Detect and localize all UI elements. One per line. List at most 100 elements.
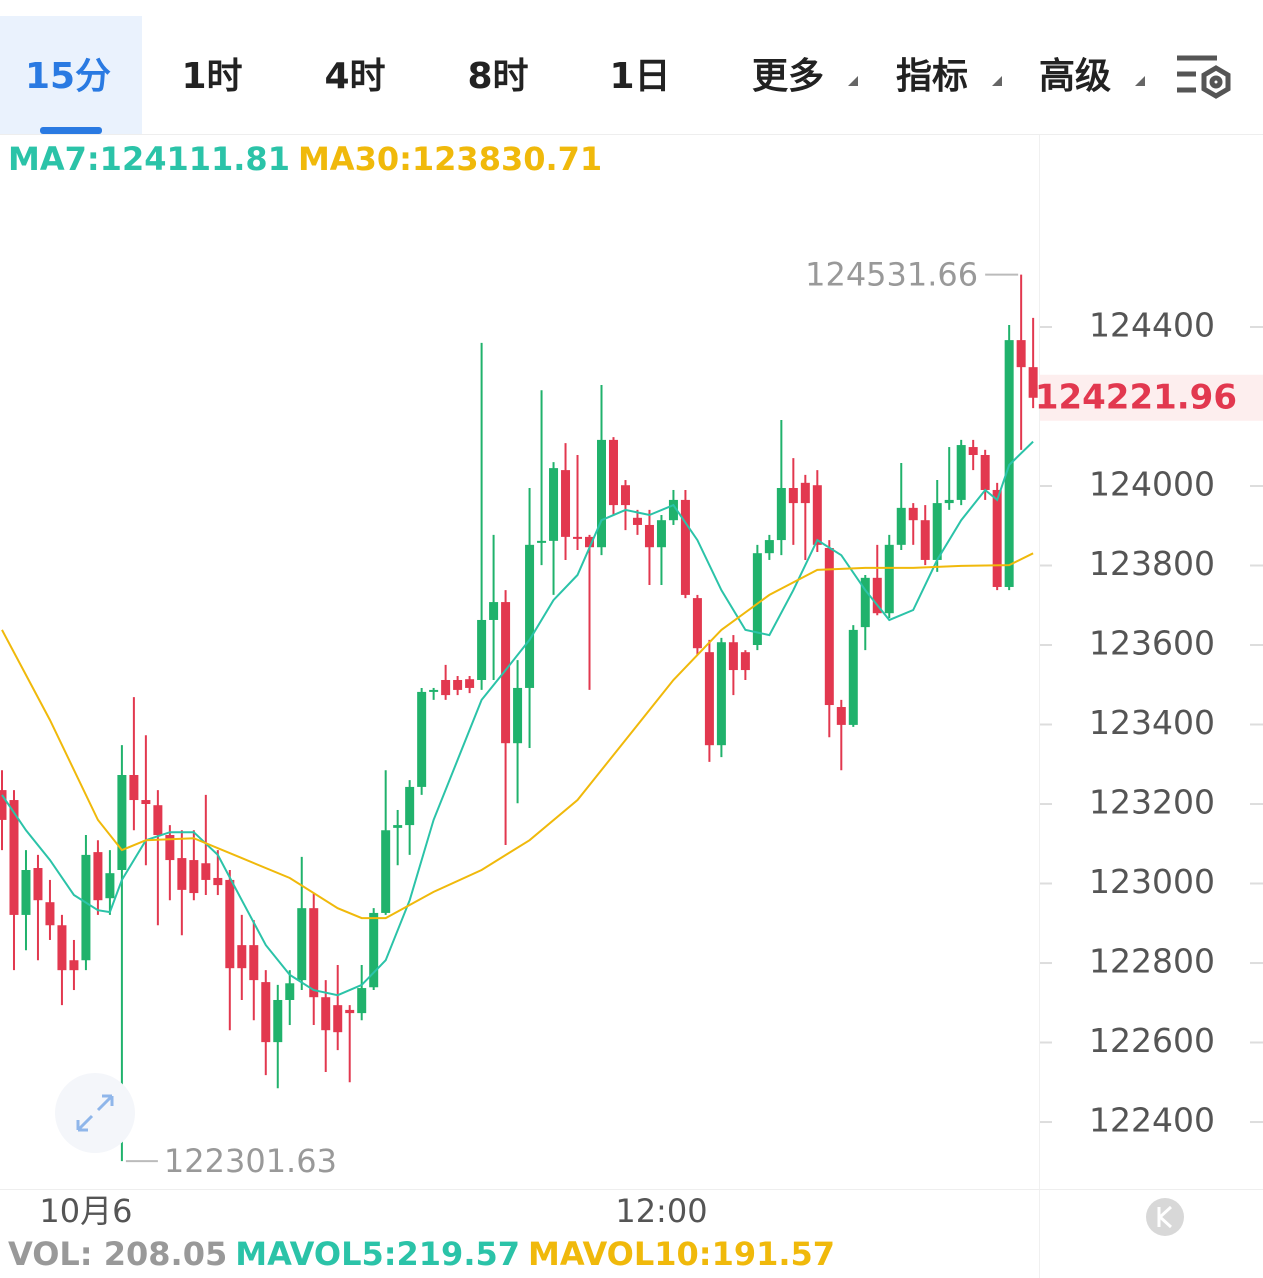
candle-body bbox=[896, 507, 906, 545]
candle-body bbox=[489, 602, 499, 620]
ma-legend-item: MA7:124111.81 bbox=[8, 140, 290, 178]
candle-body bbox=[608, 439, 618, 506]
tab-bar: 15分 1时 4时 8时 1日 更多 指标 高级 bbox=[25, 56, 1145, 97]
candle-body bbox=[381, 830, 391, 913]
candle-body bbox=[261, 982, 271, 1043]
candle-body bbox=[45, 902, 55, 926]
y-tick-label: 123800 bbox=[1089, 544, 1215, 583]
candle-body bbox=[0, 790, 7, 820]
candle-body bbox=[21, 870, 31, 915]
candle-body bbox=[465, 679, 475, 688]
tab[interactable]: 4时 bbox=[324, 56, 385, 97]
settings-icon[interactable] bbox=[1177, 55, 1231, 99]
candle-body bbox=[908, 507, 918, 521]
candle-body bbox=[632, 517, 642, 525]
candle-body bbox=[9, 800, 19, 915]
candle-body bbox=[153, 805, 163, 836]
vol-legend-item: MAVOL10:191.57 bbox=[528, 1235, 835, 1273]
candle-body bbox=[369, 912, 379, 988]
tab[interactable]: 1时 bbox=[181, 56, 242, 97]
candle-body bbox=[668, 499, 678, 521]
candle-body bbox=[165, 835, 175, 861]
low-label: 122301.63 bbox=[164, 1142, 337, 1180]
candle-body bbox=[692, 598, 702, 649]
y-tick-label: 122400 bbox=[1089, 1101, 1215, 1140]
y-tick-label: 122800 bbox=[1089, 942, 1215, 981]
plot: 122400 122600 122800 123000 123200 123400 1236… bbox=[0, 256, 1263, 1230]
candle-body bbox=[177, 858, 187, 890]
selected-tab-bg bbox=[0, 16, 142, 134]
candle-body bbox=[189, 860, 199, 894]
candle-body bbox=[357, 988, 367, 1014]
candle-body bbox=[345, 1009, 355, 1014]
candle-body bbox=[788, 487, 798, 504]
candle-body bbox=[441, 679, 451, 696]
candle-body bbox=[429, 689, 439, 692]
candle-body bbox=[129, 774, 139, 801]
x-tick-label: 10月6 bbox=[39, 1192, 132, 1230]
candle-body bbox=[704, 652, 714, 746]
tab[interactable]: 15分 bbox=[25, 56, 111, 97]
candle-body bbox=[764, 540, 774, 554]
candle-body bbox=[848, 629, 858, 725]
vol-legend-item: VOL: 208.05 bbox=[8, 1235, 227, 1273]
candle-body bbox=[93, 852, 103, 901]
candle-body bbox=[860, 577, 870, 628]
tab[interactable]: 1日 bbox=[609, 56, 670, 97]
candle-body bbox=[561, 470, 571, 537]
candle-body bbox=[69, 960, 79, 971]
candle-body bbox=[537, 540, 547, 543]
candle-body bbox=[1016, 340, 1026, 368]
candle-body bbox=[105, 873, 115, 899]
candle-body bbox=[776, 487, 786, 541]
candle-body bbox=[716, 642, 726, 746]
dropdown-caret bbox=[1135, 76, 1145, 86]
candle-body bbox=[525, 544, 535, 688]
candle-body bbox=[728, 642, 738, 671]
last-price-bg bbox=[1040, 374, 1263, 421]
y-tick-label: 123600 bbox=[1089, 624, 1215, 663]
tab[interactable]: 指标 bbox=[896, 56, 968, 97]
candle-body bbox=[968, 447, 978, 455]
candle-body bbox=[33, 868, 43, 901]
candle-body bbox=[836, 707, 846, 725]
selected-tab-indicator bbox=[40, 127, 102, 134]
x-tick-label: 12:00 bbox=[615, 1192, 707, 1230]
candle-body bbox=[117, 774, 127, 871]
candle-body bbox=[333, 1005, 343, 1033]
y-tick-label: 123000 bbox=[1089, 862, 1215, 901]
candle-body bbox=[872, 577, 882, 614]
last-price-label: 124221.96 bbox=[1035, 377, 1237, 417]
dropdown-caret bbox=[992, 76, 1002, 86]
candle-body bbox=[656, 520, 666, 548]
ma-legend-item: MA30:123830.71 bbox=[298, 140, 602, 178]
expand-button[interactable] bbox=[55, 1073, 135, 1153]
high-label: 124531.66 bbox=[805, 256, 978, 294]
candle-body bbox=[237, 945, 247, 969]
ma-line bbox=[1, 440, 1034, 997]
y-tick-label: 122600 bbox=[1089, 1021, 1215, 1060]
candle-body bbox=[944, 499, 954, 504]
y-tick-label: 124400 bbox=[1089, 305, 1215, 344]
candle-body bbox=[225, 879, 235, 969]
candle-body bbox=[920, 520, 930, 560]
y-tick-label: 123200 bbox=[1089, 783, 1215, 822]
candle-body bbox=[417, 691, 427, 787]
candle-body bbox=[513, 687, 523, 744]
ma-line bbox=[1, 552, 1034, 920]
candle-body bbox=[309, 908, 319, 998]
candle-body bbox=[812, 485, 822, 545]
tab[interactable]: 更多 bbox=[752, 56, 824, 97]
candle-body bbox=[297, 908, 307, 981]
candle-body bbox=[405, 786, 415, 826]
y-tick-label: 124000 bbox=[1089, 465, 1215, 504]
candle-body bbox=[992, 489, 1002, 587]
tab[interactable]: 8时 bbox=[467, 56, 528, 97]
candle-body bbox=[740, 652, 750, 671]
k-button[interactable] bbox=[1146, 1198, 1184, 1236]
candle-body bbox=[573, 536, 583, 539]
candle-body bbox=[141, 800, 151, 805]
candle-body bbox=[752, 553, 762, 646]
tab[interactable]: 高级 bbox=[1039, 56, 1111, 97]
